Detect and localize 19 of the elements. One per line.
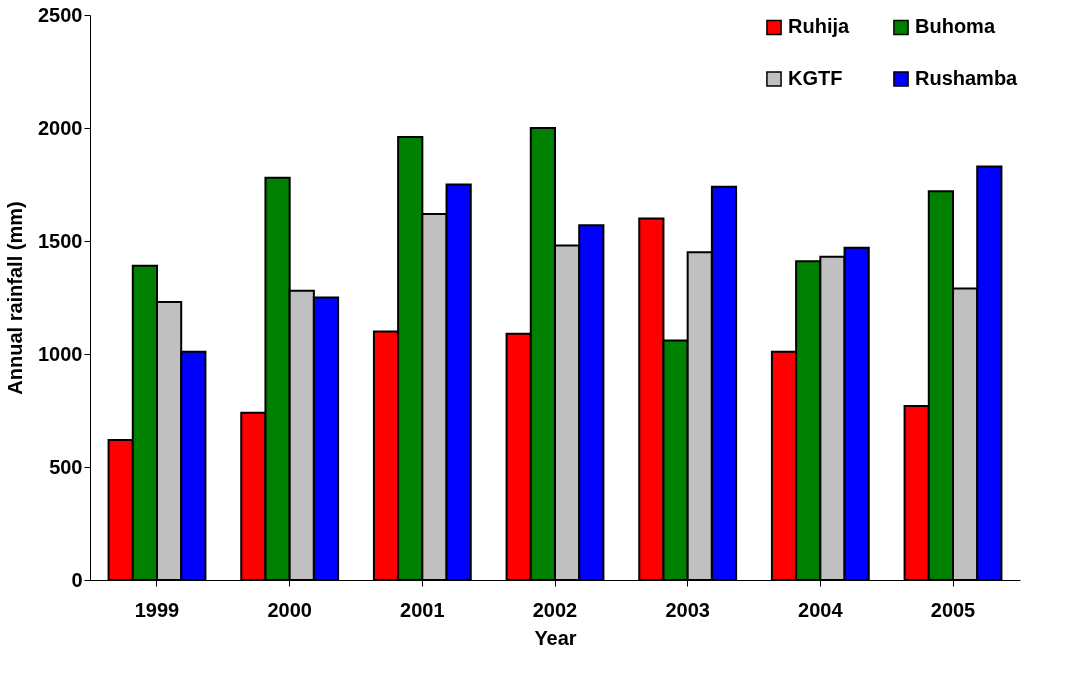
y-tick-label: 1500 (38, 229, 83, 252)
x-tick-label: 2005 (930, 598, 976, 621)
x-tick-label: 1999 (134, 598, 180, 621)
x-tick-label: 2001 (400, 598, 445, 621)
y-tick-label: 2500 (38, 3, 83, 26)
legend-label: KGTF (788, 67, 843, 89)
y-tick-label: 2000 (38, 116, 83, 139)
legend-label: Buhoma (915, 15, 996, 38)
x-tick-label: 2003 (665, 598, 710, 621)
y-tick-label: 0 (71, 568, 83, 591)
legend-label: Ruhija (788, 15, 850, 38)
y-tick-label: 1000 (38, 342, 83, 365)
x-tick-label: 2002 (532, 598, 578, 621)
y-axis-title: Annual rainfall (mm) (4, 201, 27, 395)
x-tick-label: 2000 (267, 598, 312, 621)
x-axis-title: Year (534, 626, 577, 649)
y-tick-label: 500 (49, 455, 83, 478)
legend-label: Rushamba (915, 67, 1019, 89)
x-tick-label: 2004 (798, 598, 844, 621)
